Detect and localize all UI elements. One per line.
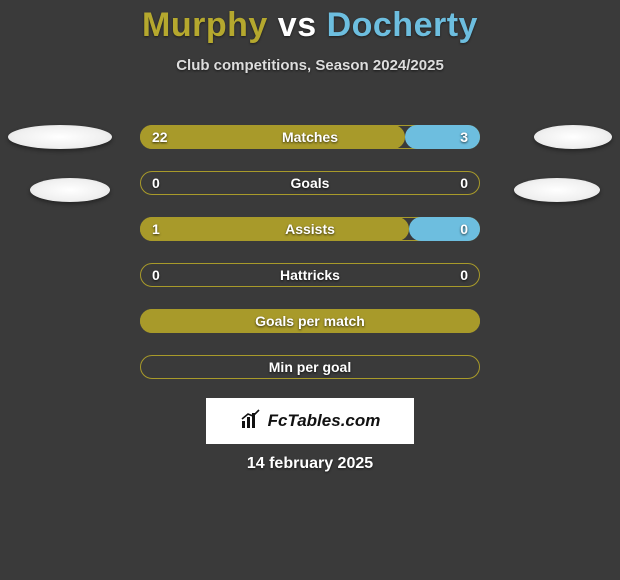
stats-container: 22 3 Matches 0 0 Goals 1 0 Assists 0 0 Hattricks Goa… xyxy=(140,125,480,401)
chart-icon xyxy=(240,408,262,435)
stat-fill-right xyxy=(409,217,480,241)
stat-value-right: 0 xyxy=(460,267,468,283)
stat-row: 0 0 Goals xyxy=(140,171,480,195)
comparison-title: Murphy vs Docherty xyxy=(0,6,620,45)
stat-fill-right xyxy=(405,125,480,149)
stat-value-left: 1 xyxy=(152,221,160,237)
stat-row: 1 0 Assists xyxy=(140,217,480,241)
stat-row: 0 0 Hattricks xyxy=(140,263,480,287)
vs-text: vs xyxy=(278,6,317,44)
stat-value-right: 0 xyxy=(460,221,468,237)
stat-value-left: 0 xyxy=(152,175,160,191)
header: Murphy vs Docherty Club competitions, Se… xyxy=(0,0,620,74)
stat-label: Assists xyxy=(285,221,335,237)
stat-value-left: 22 xyxy=(152,129,168,145)
player1-name: Murphy xyxy=(142,6,268,44)
player2-name: Docherty xyxy=(327,6,478,44)
stat-fill-left xyxy=(140,125,405,149)
stat-row: 22 3 Matches xyxy=(140,125,480,149)
team-badge-left-2 xyxy=(30,178,110,202)
team-badge-right-1 xyxy=(534,125,612,149)
date-text: 14 february 2025 xyxy=(247,455,373,473)
stat-label: Goals per match xyxy=(255,313,365,329)
stat-label: Hattricks xyxy=(280,267,340,283)
fctables-logo: FcTables.com xyxy=(206,398,414,444)
stat-value-left: 0 xyxy=(152,267,160,283)
logo-text: FcTables.com xyxy=(268,411,381,431)
stat-row: Min per goal xyxy=(140,355,480,379)
team-badge-left-1 xyxy=(8,125,112,149)
stat-fill-left xyxy=(140,217,409,241)
stat-label: Min per goal xyxy=(269,359,351,375)
subtitle: Club competitions, Season 2024/2025 xyxy=(0,57,620,74)
stat-value-right: 3 xyxy=(460,129,468,145)
stat-value-right: 0 xyxy=(460,175,468,191)
team-badge-right-2 xyxy=(514,178,600,202)
stat-row: Goals per match xyxy=(140,309,480,333)
stat-label: Goals xyxy=(291,175,330,191)
stat-label: Matches xyxy=(282,129,338,145)
